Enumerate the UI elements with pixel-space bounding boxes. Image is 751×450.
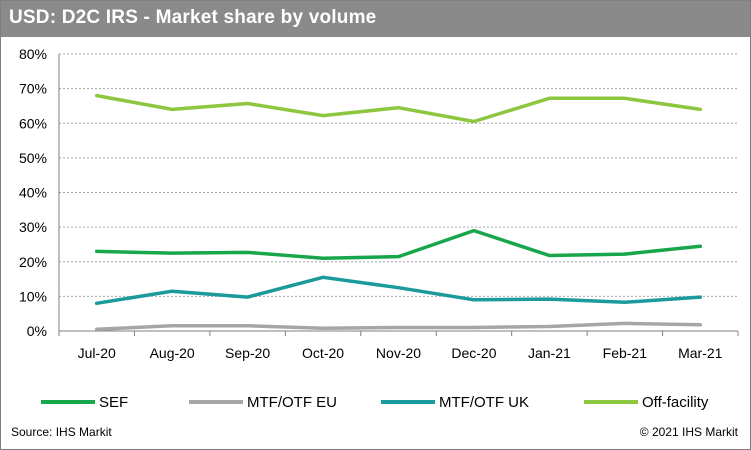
- y-tick-label: 10%: [19, 288, 47, 304]
- x-tick-label: Feb-21: [603, 345, 648, 361]
- x-tick-label: Sep-20: [225, 345, 270, 361]
- y-tick-label: 0%: [27, 323, 47, 339]
- source-note: Source: IHS Markit: [11, 425, 112, 439]
- series-line-sef: [94, 228, 703, 261]
- x-tick-label: Dec-20: [451, 345, 496, 361]
- y-tick-label: 30%: [19, 219, 47, 235]
- y-tick-label: 80%: [19, 46, 47, 62]
- legend-label-sef: SEF: [99, 394, 128, 411]
- x-tick-label: Nov-20: [376, 345, 421, 361]
- x-tick-label: Jul-20: [78, 345, 116, 361]
- legend-label-off-facility: Off-facility: [642, 394, 709, 411]
- title-bar: USD: D2C IRS - Market share by volume: [1, 1, 750, 37]
- series-line-mtf-otf-uk: [94, 275, 703, 306]
- legend-label-mtf-otf-uk: MTF/OTF UK: [439, 394, 529, 411]
- y-tick-label: 40%: [19, 185, 47, 201]
- y-tick-label: 50%: [19, 150, 47, 166]
- y-tick-label: 20%: [19, 254, 47, 270]
- series-line-mtf-otf-eu: [94, 321, 703, 332]
- chart-title: USD: D2C IRS - Market share by volume: [9, 7, 377, 28]
- x-tick-label: Aug-20: [150, 345, 195, 361]
- x-tick-label: Oct-20: [302, 345, 344, 361]
- y-tick-label: 70%: [19, 81, 47, 97]
- series-line-off-facility: [94, 93, 703, 124]
- x-tick-label: Mar-21: [678, 345, 723, 361]
- y-tick-label: 60%: [19, 115, 47, 131]
- legend-label-mtf-otf-eu: MTF/OTF EU: [247, 394, 337, 411]
- copyright-note: © 2021 IHS Markit: [639, 425, 738, 439]
- x-tick-label: Jan-21: [528, 345, 571, 361]
